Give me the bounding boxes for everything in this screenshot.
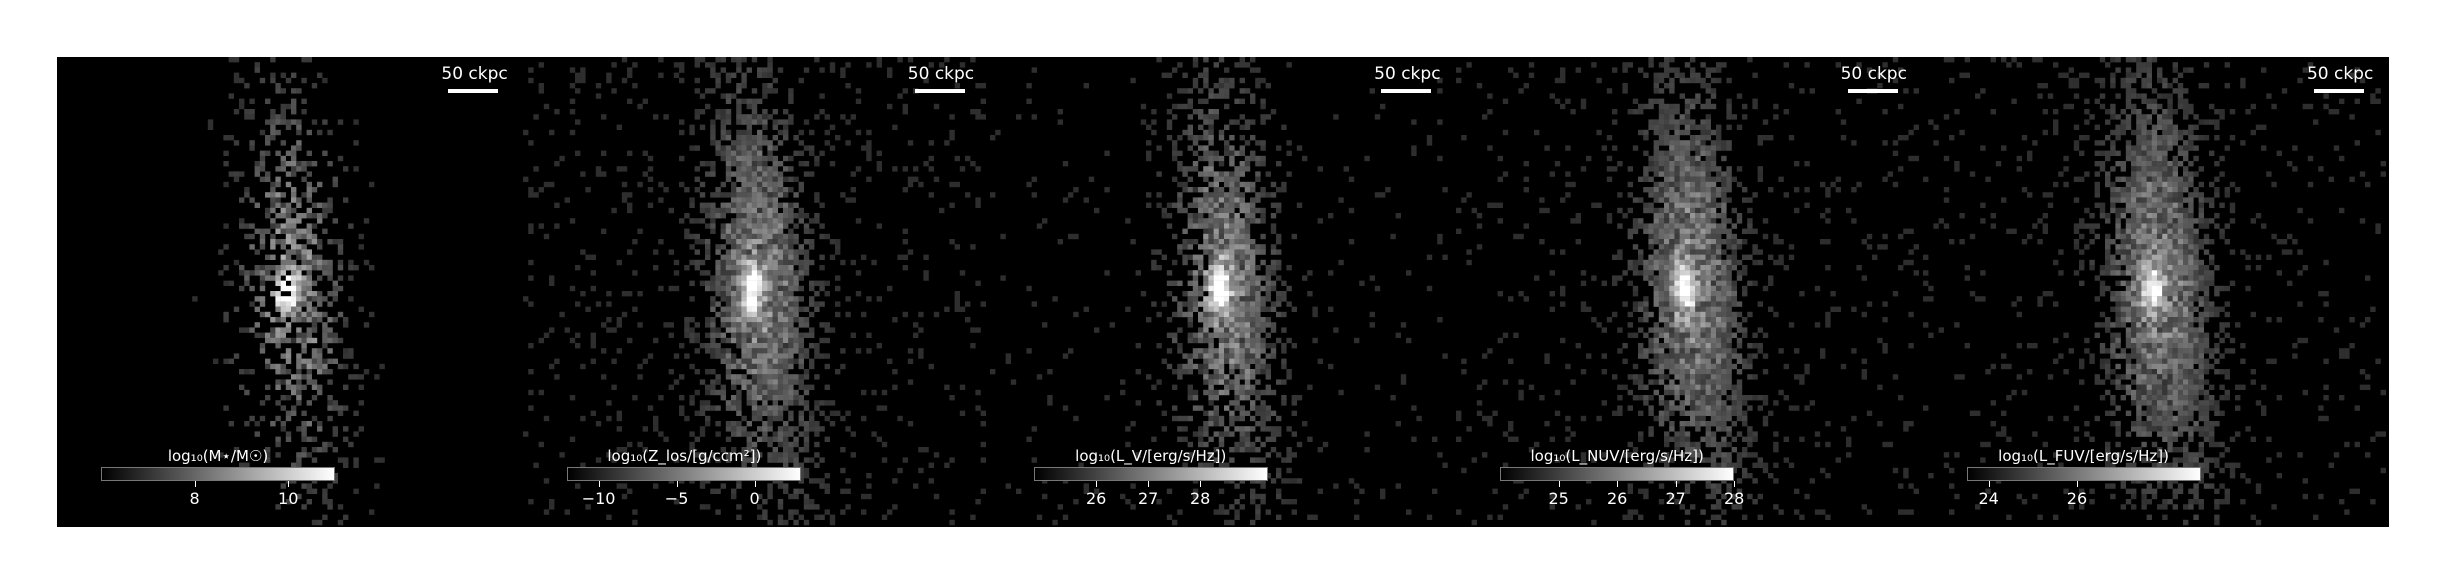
colorbar-tick <box>1675 481 1677 487</box>
pixel-layer <box>1922 57 2386 526</box>
colorbar-tick-label: −10 <box>581 489 616 508</box>
map-panel-stellar-mass: 50 ckpc log₁₀(M⋆/M☉) 8 10 <box>57 57 524 527</box>
colorbar-tick <box>288 481 290 487</box>
scale-bar-label: 50 ckpc <box>441 64 508 84</box>
scale-bar-label: 50 ckpc <box>1374 64 1441 84</box>
colorbar-tick <box>754 481 756 487</box>
scale-bar: 50 ckpc <box>1840 64 1907 93</box>
colorbar-tick-label: 8 <box>189 489 200 508</box>
colorbar-ticks: 24 26 <box>1967 481 2201 511</box>
scale-bar: 50 ckpc <box>1374 64 1441 93</box>
colorbar-tick-label: −5 <box>664 489 689 508</box>
colorbar-tick-label: 27 <box>1665 489 1686 508</box>
colorbar-title: log₁₀(L_NUV/[erg/s/Hz]) <box>1530 447 1704 465</box>
colorbar-ticks: −10 −5 0 <box>567 481 801 511</box>
scale-bar: 50 ckpc <box>907 64 975 93</box>
colorbar-tick-label: 10 <box>278 489 299 508</box>
colorbar-tick-label: 24 <box>1978 489 1999 508</box>
colorbar <box>1966 467 2201 481</box>
colorbar-tick-label: 26 <box>2066 489 2088 508</box>
colorbar-tick-label: 26 <box>1606 489 1628 508</box>
colorbar-tick <box>1096 481 1098 487</box>
scale-bar-line <box>1381 89 1432 93</box>
scale-bar-label: 50 ckpc <box>1840 64 1907 84</box>
projected-map <box>523 57 987 526</box>
colorbar-tick <box>2076 481 2078 487</box>
colorbar-tick-label: 28 <box>1189 489 1211 508</box>
colorbar-title: log₁₀(L_FUV/[erg/s/Hz]) <box>1998 447 2169 465</box>
colorbar-ticks: 25 26 27 28 <box>1500 481 1744 511</box>
map-panel-metallicity: 50 ckpc log₁₀(Z_los/[g/ccm²]) −10 −5 0 <box>523 57 990 527</box>
colorbar-tick <box>1988 481 1990 487</box>
pixel-layer <box>523 57 987 526</box>
projected-map <box>1922 57 2386 526</box>
colorbar-tick <box>1200 481 1202 487</box>
colorbar-tick <box>676 481 678 487</box>
colorbar-tick <box>1617 481 1619 487</box>
colorbar-tick <box>598 481 600 487</box>
image-strip: 50 ckpc log₁₀(M⋆/M☉) 8 10 50 ckpc log₁₀(Z… <box>57 57 2389 527</box>
colorbar-tick <box>1148 481 1150 487</box>
colorbar <box>1500 467 1735 481</box>
colorbar-ticks: 8 10 <box>101 481 335 511</box>
scale-bar-line <box>914 89 965 93</box>
colorbar-tick <box>194 481 196 487</box>
colorbar <box>567 467 802 481</box>
colorbar <box>1033 467 1268 481</box>
map-panel-nuv: 50 ckpc log₁₀(L_NUV/[erg/s/Hz]) 25 26 27 28 <box>1456 57 1923 527</box>
colorbar-title: log₁₀(L_V/[erg/s/Hz]) <box>1075 447 1227 465</box>
map-panel-fuv: 50 ckpc log₁₀(L_FUV/[erg/s/Hz]) 24 26 <box>1922 57 2389 527</box>
colorbar-tick <box>1558 481 1560 487</box>
colorbar-tick-label: 26 <box>1085 489 1107 508</box>
scale-bar-line <box>448 89 499 93</box>
colorbar-tick-label: 0 <box>749 489 760 508</box>
scale-bar: 50 ckpc <box>441 64 508 93</box>
scale-bar-line <box>2313 89 2364 93</box>
scale-bar: 50 ckpc <box>2306 64 2374 93</box>
colorbar <box>101 467 335 481</box>
colorbar-tick-label: 25 <box>1548 489 1569 508</box>
map-panel-v-band: 50 ckpc log₁₀(L_V/[erg/s/Hz]) 26 27 28 <box>989 57 1457 527</box>
colorbar-tick <box>1734 481 1736 487</box>
scale-bar-line <box>1847 89 1898 93</box>
colorbar-title: log₁₀(M⋆/M☉) <box>167 447 269 465</box>
colorbar-tick-label: 27 <box>1137 489 1159 508</box>
colorbar-ticks: 26 27 28 <box>1034 481 1268 511</box>
scale-bar-label: 50 ckpc <box>2306 64 2374 84</box>
colorbar-title: log₁₀(Z_los/[g/ccm²]) <box>607 447 762 465</box>
colorbar-tick-label: 28 <box>1723 489 1745 508</box>
scale-bar-label: 50 ckpc <box>907 64 975 84</box>
